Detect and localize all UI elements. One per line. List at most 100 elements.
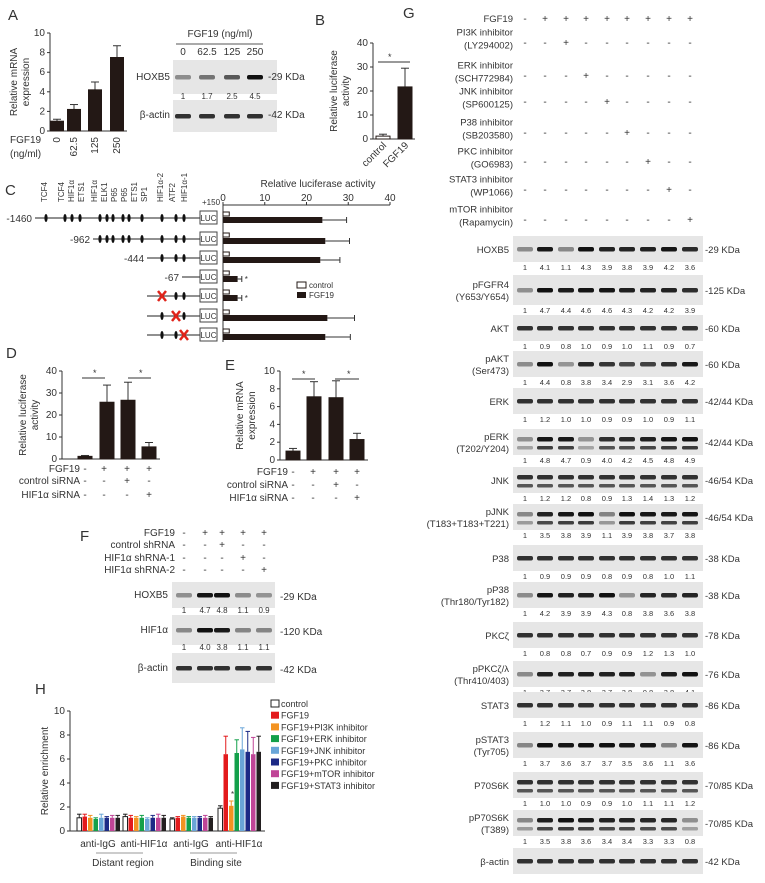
quant-value: 2.5	[226, 92, 238, 101]
condition-sign: -	[543, 128, 546, 139]
quant-value: 1	[523, 378, 527, 387]
binding-site	[63, 214, 67, 222]
tf-site-label: HIF1α	[90, 180, 99, 202]
quant-value: 3.5	[540, 531, 550, 540]
quant-value: 0.9	[602, 719, 612, 728]
quant-value: 0.8	[622, 609, 632, 618]
quant-value: 1.1	[561, 719, 571, 728]
blot-g-5-band	[578, 446, 594, 450]
bar	[88, 89, 102, 132]
blot-f-0-band	[256, 593, 272, 598]
quant-value: 1	[523, 759, 527, 768]
tf-site-label: ELK1	[100, 182, 109, 202]
blot-g-10-band	[578, 633, 594, 638]
kda-label: -70/85 KDa	[705, 781, 754, 792]
condition-sign: +	[101, 464, 107, 475]
condition-sign: -	[625, 38, 628, 49]
blot-g-11-band	[537, 672, 553, 677]
blot-g-6-band	[578, 475, 594, 480]
condition-sign: -	[523, 157, 526, 168]
y-tick-label: 4	[269, 419, 275, 430]
blot-g-1-band	[640, 288, 656, 293]
blot-g-8-band	[661, 556, 677, 561]
bar-fgf19-pkc-inhibitor	[150, 817, 155, 831]
blot-row-label: (Tyr705)	[474, 747, 509, 758]
quant-value: 1	[523, 837, 527, 846]
blot-row-label: (T183+T183+T221)	[427, 519, 509, 530]
kda-label: -60 KDa	[705, 360, 741, 371]
blot-header: FGF19 (ng/ml)	[187, 29, 252, 40]
blot-g-13-band	[517, 743, 533, 748]
blot-g-13-band	[578, 743, 594, 748]
blot-g-15-band	[640, 827, 656, 831]
quant-value: 3.6	[685, 263, 695, 272]
blot-g-1-band	[619, 288, 635, 293]
quant-value: 0.9	[622, 572, 632, 581]
binding-site	[174, 292, 178, 300]
quant-value: 1.0	[664, 572, 674, 581]
blot-g-6-band	[558, 475, 574, 480]
blot-g-13-band	[537, 743, 553, 748]
kda-label: -86 KDa	[705, 701, 741, 712]
panel-label-H: H	[35, 681, 46, 698]
blot-row-label: ERK	[489, 397, 509, 408]
blot-g-14-band	[578, 789, 594, 793]
blot-g-8-band	[558, 556, 574, 561]
quant-value: 1.0	[540, 799, 550, 808]
bar-fgf19-erk-inhibitor	[139, 817, 144, 831]
quant-value: 4.8	[216, 606, 228, 615]
condition-sign: +	[146, 490, 152, 501]
condition-sign: +	[219, 540, 225, 551]
blot-g-7-band	[640, 512, 656, 517]
blot-g-7-band	[661, 512, 677, 517]
blot-row-label: pAKT	[485, 354, 509, 365]
blot-g-13-band	[599, 743, 615, 748]
condition-sign: -	[625, 215, 628, 226]
condition-label: (SP600125)	[462, 100, 513, 111]
blot-g-0-band	[599, 247, 615, 252]
fgf19-bar	[223, 334, 326, 340]
blot-g-4-band	[661, 399, 677, 404]
quant-value: 4.6	[581, 306, 591, 315]
blot-g-6-band	[640, 475, 656, 480]
blot-row-label: pP38	[487, 585, 509, 596]
quant-value: 1.1	[664, 799, 674, 808]
condition-sign: -	[83, 476, 86, 487]
quant-value: 4.3	[602, 609, 612, 618]
blot-f-2-band	[214, 666, 230, 671]
blot-g-14-band	[537, 789, 553, 793]
luc-label: LUC	[200, 254, 216, 263]
blot-g-7-band	[640, 521, 656, 525]
legend-label: control	[309, 281, 333, 290]
bar	[375, 135, 391, 140]
condition-sign: -	[605, 157, 608, 168]
significance-star: *	[245, 275, 248, 284]
significance-star: *	[388, 52, 392, 62]
quant-value: 1	[523, 531, 527, 540]
quant-value: 3.6	[581, 837, 591, 846]
blot-g-3-band	[517, 362, 533, 367]
x-tick-label: 125	[90, 137, 101, 154]
condition-sign: +	[666, 185, 672, 196]
kda-label: -42 KDa	[280, 665, 317, 676]
quant-value: 1.0	[581, 719, 591, 728]
blot-g-12-band	[517, 703, 533, 708]
x-tick-label: 40	[384, 193, 396, 204]
blot-f-0-band	[197, 593, 213, 598]
quant-value: 1.1	[664, 759, 674, 768]
condition-sign: -	[564, 97, 567, 108]
bar-fgf19	[175, 817, 180, 831]
condition-sign: -	[334, 493, 337, 504]
condition-sign: +	[202, 528, 208, 539]
condition-sign: -	[625, 71, 628, 82]
blot-g-14-band	[537, 780, 553, 785]
actin-blot-band	[199, 114, 215, 119]
quant-value: 3.9	[581, 531, 591, 540]
condition-label: FGF19	[257, 467, 289, 478]
blot-g-16-band	[682, 859, 698, 864]
blot-g-15-band	[599, 827, 615, 831]
condition-label: (Rapamycin)	[459, 218, 513, 229]
legend-label: FGF19+mTOR inhibitor	[281, 769, 375, 779]
quant-value: 0.7	[581, 649, 591, 658]
legend-label: control	[281, 699, 308, 709]
